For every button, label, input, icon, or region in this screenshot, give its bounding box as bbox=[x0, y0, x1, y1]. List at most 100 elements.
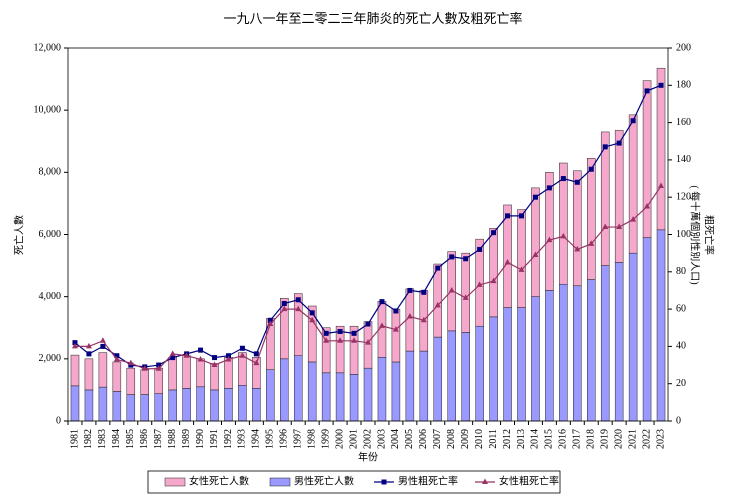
y2-tick-label: 100 bbox=[676, 229, 691, 240]
y2-tick-label: 140 bbox=[676, 154, 691, 165]
line-marker bbox=[518, 266, 525, 272]
line-marker bbox=[183, 352, 190, 358]
line-marker bbox=[323, 337, 330, 343]
line-marker bbox=[588, 166, 594, 172]
y2-tick-label: 60 bbox=[676, 303, 686, 314]
line-marker bbox=[491, 230, 497, 236]
line-marker bbox=[351, 330, 357, 336]
bar bbox=[196, 386, 205, 422]
line-marker bbox=[365, 321, 371, 327]
legend-swatch bbox=[164, 477, 186, 487]
bar bbox=[545, 290, 554, 422]
bar bbox=[559, 162, 568, 285]
bar bbox=[238, 385, 247, 422]
bar bbox=[391, 361, 401, 422]
bar bbox=[363, 367, 373, 422]
x-tick-label: 1984 bbox=[111, 429, 122, 449]
bar bbox=[489, 228, 498, 318]
bar bbox=[419, 350, 429, 422]
line-marker bbox=[505, 213, 511, 219]
x-tick-label: 2020 bbox=[613, 429, 624, 449]
line-marker bbox=[406, 313, 413, 319]
bar bbox=[321, 327, 331, 374]
line-marker bbox=[86, 351, 92, 357]
line-marker bbox=[602, 144, 608, 150]
x-tick-label: 2017 bbox=[572, 429, 583, 449]
x-tick-label: 2016 bbox=[558, 429, 569, 449]
bar bbox=[517, 307, 526, 422]
x-tick-label: 2005 bbox=[404, 429, 415, 449]
x-tick-label: 1999 bbox=[320, 429, 331, 449]
bar bbox=[489, 316, 498, 422]
line-marker bbox=[407, 287, 413, 293]
y2-tick-label: 0 bbox=[676, 415, 681, 426]
line-marker bbox=[644, 203, 651, 209]
x-tick-label: 2023 bbox=[655, 429, 666, 449]
line-marker bbox=[225, 353, 231, 359]
y-tick-label: 6,000 bbox=[39, 229, 62, 240]
line-marker bbox=[490, 277, 497, 284]
x-tick-label: 1987 bbox=[153, 429, 164, 449]
bar bbox=[293, 355, 303, 422]
x-axis-title: 年份 bbox=[358, 450, 378, 463]
line-marker bbox=[253, 351, 259, 357]
line-marker bbox=[616, 140, 622, 146]
line-marker bbox=[72, 340, 78, 346]
bar bbox=[182, 388, 191, 422]
line-marker bbox=[602, 223, 609, 230]
bar bbox=[98, 386, 108, 422]
line-marker bbox=[281, 301, 287, 307]
x-tick-label: 2008 bbox=[446, 429, 457, 449]
line-marker bbox=[504, 258, 511, 265]
x-tick-label: 2004 bbox=[390, 429, 401, 449]
x-tick-label: 1988 bbox=[167, 429, 178, 449]
x-tick-label: 2011 bbox=[488, 429, 499, 449]
x-tick-label: 2012 bbox=[502, 429, 513, 449]
bar bbox=[224, 357, 233, 389]
bar bbox=[587, 279, 596, 422]
bar bbox=[335, 325, 345, 374]
line-marker bbox=[295, 305, 302, 312]
line-marker bbox=[170, 355, 176, 361]
y2-tick-label: 120 bbox=[676, 191, 691, 202]
bar bbox=[196, 358, 205, 388]
line-marker bbox=[127, 359, 134, 366]
y-tick-label: 8,000 bbox=[39, 167, 62, 178]
bar bbox=[531, 187, 540, 297]
line-marker bbox=[392, 326, 399, 332]
line-marker bbox=[323, 330, 329, 336]
bar bbox=[335, 372, 345, 422]
line-marker bbox=[462, 294, 469, 300]
x-tick-label: 1992 bbox=[223, 429, 234, 449]
y2-tick-label: 160 bbox=[676, 117, 691, 128]
bar bbox=[405, 350, 415, 422]
plot-frame bbox=[67, 47, 669, 422]
x-tick-label: 2013 bbox=[516, 429, 527, 449]
y2-tick-label: 40 bbox=[676, 341, 686, 352]
x-tick-label: 1983 bbox=[97, 429, 108, 449]
bar bbox=[656, 67, 666, 231]
bar bbox=[252, 357, 261, 389]
legend-swatch bbox=[269, 477, 291, 487]
line-marker bbox=[644, 88, 650, 94]
bar bbox=[140, 394, 149, 422]
line-marker bbox=[337, 337, 344, 343]
line-marker bbox=[476, 281, 483, 287]
bar bbox=[349, 325, 359, 375]
x-tick-label: 2009 bbox=[460, 429, 471, 449]
bar bbox=[154, 393, 163, 422]
line-marker bbox=[309, 310, 315, 316]
bar bbox=[280, 358, 289, 422]
line-marker bbox=[99, 337, 106, 343]
line-marker bbox=[518, 213, 524, 219]
line-marker bbox=[212, 355, 218, 361]
line-marker bbox=[141, 365, 148, 371]
bar bbox=[363, 321, 373, 369]
bar bbox=[503, 307, 512, 422]
bar bbox=[168, 389, 177, 422]
line-marker bbox=[532, 251, 539, 258]
bar bbox=[517, 209, 526, 308]
line-marker bbox=[434, 301, 441, 308]
bar bbox=[140, 369, 149, 395]
line-marker bbox=[421, 289, 427, 295]
